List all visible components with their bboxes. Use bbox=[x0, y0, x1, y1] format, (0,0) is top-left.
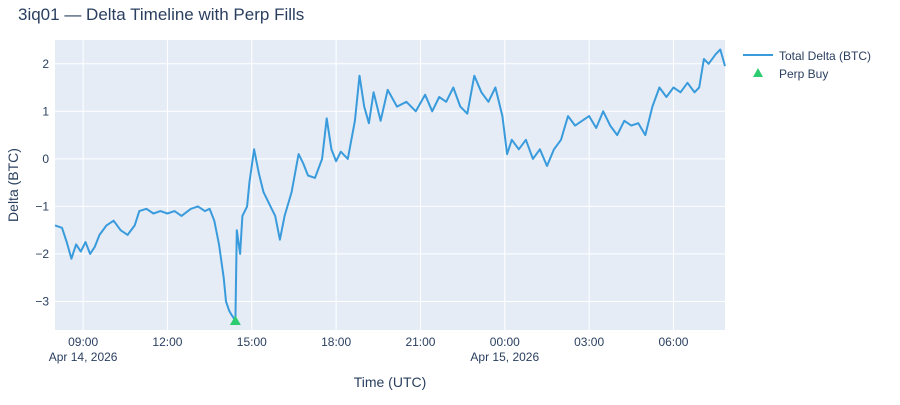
legend-label-perp-buy: Perp Buy bbox=[779, 67, 828, 81]
series-line-total-delta bbox=[54, 48, 726, 322]
legend-item-perp-buy[interactable]: Perp Buy bbox=[753, 67, 828, 81]
y-tick-label: −1 bbox=[35, 199, 49, 213]
x-tick-label: 12:00 bbox=[152, 335, 182, 349]
x-tick-label: 03:00 bbox=[574, 335, 604, 349]
x-tick-label: 09:00 bbox=[68, 335, 98, 349]
y-tick-label: −3 bbox=[35, 294, 49, 308]
x-tick-label: 21:00 bbox=[405, 335, 435, 349]
x-tick-label: 15:00 bbox=[237, 335, 267, 349]
chart-title: 3iq01 — Delta Timeline with Perp Fills bbox=[18, 5, 304, 24]
plot-area bbox=[55, 40, 725, 330]
legend-triangle-swatch bbox=[753, 68, 763, 77]
x-axis-label: Time (UTC) bbox=[354, 374, 427, 390]
x-tick-date-label: Apr 14, 2026 bbox=[49, 350, 118, 364]
y-tick-label: −2 bbox=[35, 247, 49, 261]
legend-item-total-delta[interactable]: Total Delta (BTC) bbox=[743, 49, 871, 63]
series-layer bbox=[54, 48, 726, 325]
x-tick-date-label: Apr 15, 2026 bbox=[470, 350, 539, 364]
perp-buy-marker bbox=[229, 315, 241, 325]
grid bbox=[55, 40, 725, 330]
y-axis-ticks: −3 −2 −1 0 1 2 bbox=[35, 57, 49, 309]
y-tick-label: 2 bbox=[42, 57, 49, 71]
y-tick-label: 1 bbox=[42, 104, 49, 118]
x-tick-label: 00:00 bbox=[490, 335, 520, 349]
y-tick-label: 0 bbox=[42, 152, 49, 166]
x-tick-label: 18:00 bbox=[321, 335, 351, 349]
legend-label-total-delta: Total Delta (BTC) bbox=[779, 49, 871, 63]
legend[interactable]: Total Delta (BTC) Perp Buy bbox=[743, 49, 871, 81]
x-tick-label: 06:00 bbox=[658, 335, 688, 349]
y-axis-label: Delta (BTC) bbox=[5, 148, 21, 222]
